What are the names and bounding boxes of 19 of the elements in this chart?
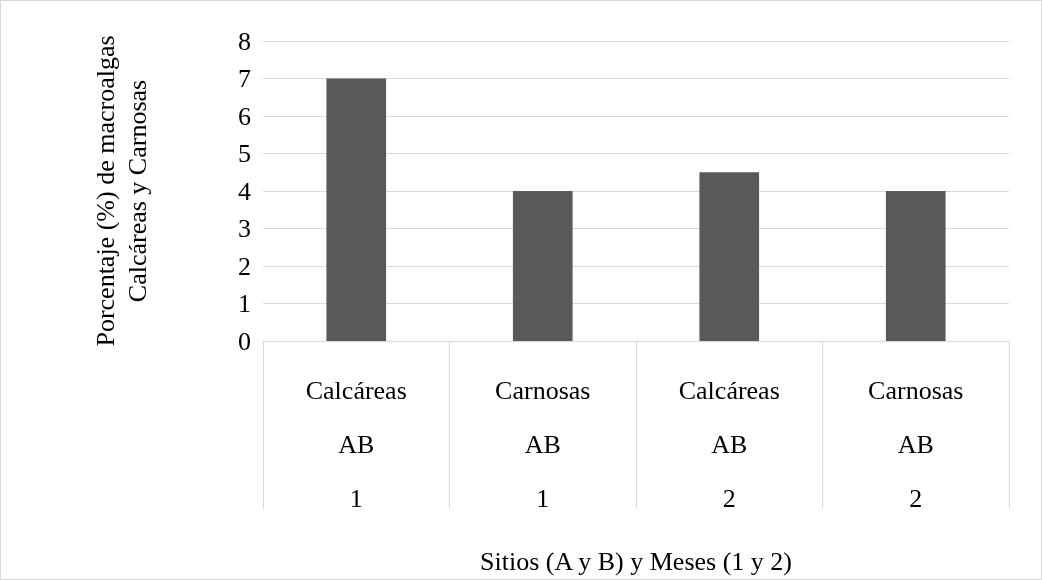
x-tick-label: Calcáreas AB 2	[678, 375, 780, 513]
y-tick-label: 7	[238, 64, 251, 93]
bar	[512, 191, 573, 341]
y-tick-label: 3	[238, 214, 251, 243]
x-tick-label: Carnosas AB 2	[868, 375, 964, 513]
y-tick-label: 4	[238, 176, 251, 206]
y-tick-label: 8	[238, 26, 251, 56]
y-tick-label: 6	[238, 101, 251, 131]
y-axis-title: Porcentaje (%) de macroalgas Calcáreas y Carnosas	[90, 35, 152, 347]
y-tick-label: 2	[238, 251, 251, 281]
bar	[699, 172, 760, 341]
y-tick-label: 1	[238, 289, 251, 318]
bar	[326, 78, 387, 341]
x-tick-label: Carnosas AB 1	[495, 375, 591, 513]
x-tick-label: Calcáreas AB 1	[305, 375, 407, 513]
bar	[885, 191, 946, 341]
y-tick-label: 0	[238, 326, 251, 356]
x-axis-title: Sitios (A y B) y Meses (1 y 2)	[480, 546, 792, 576]
y-tick-label: 5	[238, 139, 251, 168]
